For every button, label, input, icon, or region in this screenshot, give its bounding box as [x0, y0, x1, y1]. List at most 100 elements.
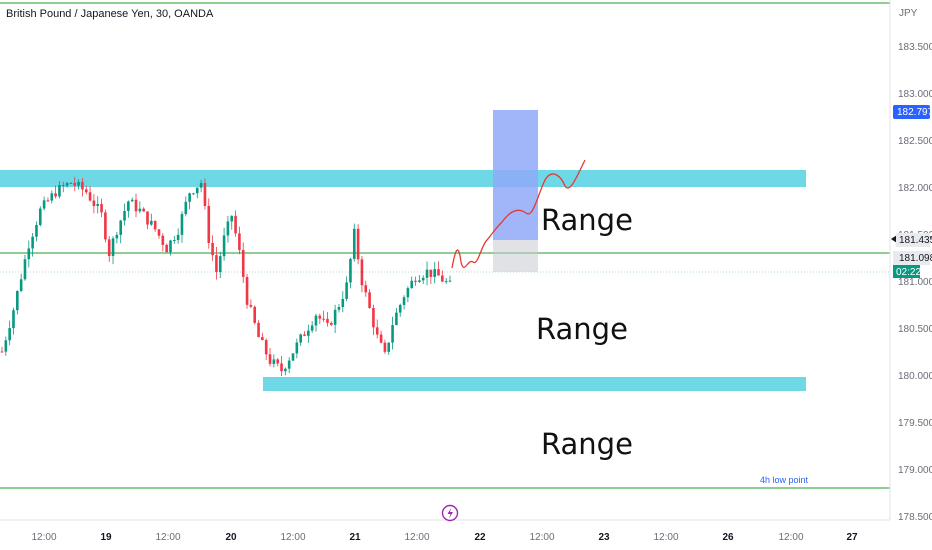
candle-body: [130, 199, 134, 202]
candle-body: [291, 353, 295, 361]
candle-body: [287, 360, 291, 369]
timer-badge[interactable]: [893, 265, 920, 278]
candle-body: [42, 200, 46, 209]
time-tick-label: 26: [722, 532, 734, 543]
candle-body: [38, 208, 42, 225]
time-tick-label: 12:00: [404, 532, 429, 543]
projection-path[interactable]: [451, 159, 586, 269]
candle-body: [234, 215, 237, 234]
candle-body: [58, 185, 61, 197]
time-axis[interactable]: 12:00 19 12:00 20 12:00 21 12:00 22 12:00 23 12:00…: [0, 519, 890, 543]
time-tick-label: 22: [474, 532, 486, 543]
candle-body: [226, 221, 230, 236]
price-tick-label: 183.500: [898, 42, 932, 53]
candle-body: [46, 200, 50, 202]
price-tick-label: 182.000: [898, 183, 932, 194]
resistance-zone[interactable]: [0, 170, 806, 187]
candle-body: [272, 359, 276, 364]
target-box[interactable]: [493, 110, 538, 240]
candle-body: [199, 182, 203, 188]
candle-body: [69, 182, 73, 184]
price-tick-label: 183.000: [898, 89, 932, 100]
candle-body: [257, 322, 260, 338]
candle-body: [368, 292, 371, 308]
candle-body: [195, 187, 199, 194]
candle-body: [402, 297, 406, 305]
candle-body: [375, 327, 379, 335]
candle-body: [414, 280, 417, 282]
candle-body: [352, 228, 356, 259]
candle-body: [268, 354, 272, 364]
candle-body: [123, 210, 126, 221]
candle-body: [188, 193, 191, 202]
candle-body: [364, 285, 368, 293]
candle-body: [4, 340, 8, 352]
range-label-bottom: Range: [541, 427, 633, 461]
candle-body: [0, 351, 4, 353]
candle-body: [345, 282, 348, 299]
candle-body: [8, 328, 11, 341]
candle-body: [115, 234, 119, 239]
candle-body: [161, 235, 165, 245]
candle-body: [207, 205, 211, 243]
candle-body: [203, 182, 207, 206]
support-zone[interactable]: [263, 377, 806, 391]
price-tick-label: 179.500: [898, 418, 932, 429]
candle-body: [418, 280, 421, 282]
candle-body: [107, 239, 111, 257]
stop-box[interactable]: [493, 240, 538, 272]
level-badge-2[interactable]: [893, 251, 930, 265]
candle-body: [329, 322, 333, 325]
candle-body: [433, 269, 436, 277]
candle-body: [77, 181, 80, 186]
chart-title: British Pound / Japanese Yen, 30, OANDA: [6, 8, 214, 20]
price-axis[interactable]: JPY 178.500 179.000 179.500 180.000 180.500 1…: [889, 0, 932, 523]
candle-body: [448, 280, 452, 282]
candle-body: [19, 279, 23, 291]
price-badge[interactable]: [893, 105, 930, 119]
timer-badge-text: 02:22: [896, 267, 921, 278]
candle-body: [307, 330, 310, 336]
candle-body: [383, 342, 387, 352]
candle-body: [88, 192, 92, 201]
candle-body: [150, 220, 153, 225]
range-label-top: Range: [541, 203, 633, 237]
candle-body: [421, 277, 425, 281]
candle-body: [387, 342, 391, 352]
candle-body: [169, 240, 172, 253]
candle-body: [406, 288, 410, 298]
candle-body: [349, 258, 352, 283]
long-position-tool[interactable]: [493, 110, 538, 272]
lightning-icon[interactable]: [441, 504, 459, 522]
candle-body: [314, 315, 318, 326]
candle-body: [395, 312, 398, 326]
candle-body: [27, 248, 31, 260]
candle-body: [299, 334, 302, 343]
time-tick-label: 19: [100, 532, 112, 543]
candle-body: [249, 304, 253, 307]
level-badge-1-text: 181.435: [899, 235, 932, 246]
candlestick-series: [0, 177, 452, 377]
candle-body: [230, 215, 234, 222]
candle-body: [65, 182, 69, 186]
candle-body: [211, 242, 214, 256]
level-badge-2-text: 181.098: [899, 253, 932, 264]
price-tick-label: 180.500: [898, 324, 932, 335]
price-tick-label: 180.000: [898, 371, 932, 382]
candle-body: [142, 208, 145, 212]
candle-body: [264, 340, 268, 355]
candle-body: [54, 193, 57, 197]
candle-body: [111, 238, 115, 257]
price-tick-label: 181.000: [898, 277, 932, 288]
time-tick-label: 12:00: [778, 532, 803, 543]
level-badge-1[interactable]: [896, 233, 930, 247]
price-tick-label: 182.500: [898, 136, 932, 147]
candle-body: [444, 281, 448, 283]
candle-body: [398, 304, 402, 313]
candle-body: [16, 290, 19, 311]
price-tick-label: 179.000: [898, 465, 932, 476]
candle-body: [134, 199, 138, 212]
candle-body: [379, 334, 383, 343]
